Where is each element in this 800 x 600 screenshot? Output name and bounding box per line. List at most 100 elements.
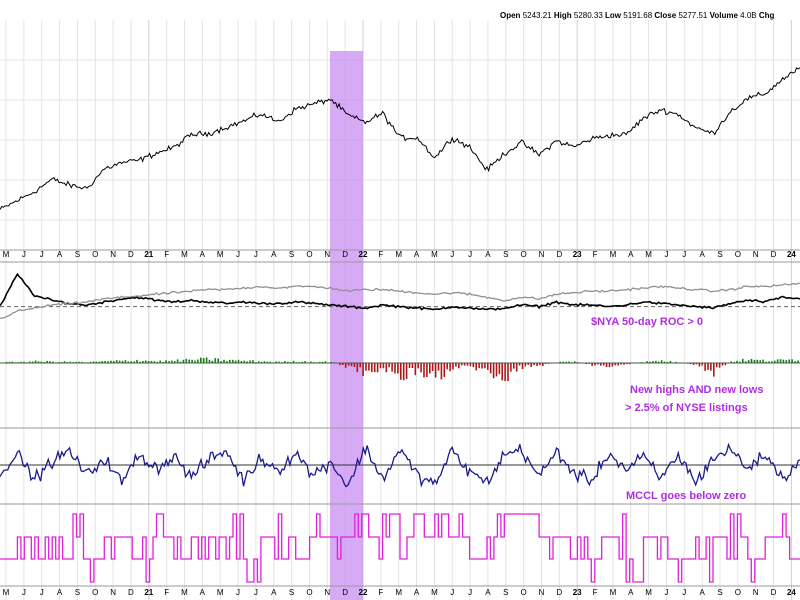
highs-lows-bar <box>333 362 335 364</box>
highs-lows-bar <box>684 363 686 364</box>
highs-lows-bar <box>5 361 8 363</box>
highs-lows-bar <box>115 360 118 363</box>
x-tick-label: N <box>753 250 759 259</box>
highs-lows-bar <box>0 362 2 364</box>
x-tick-label: A <box>57 588 63 597</box>
low-label: Low <box>605 11 622 20</box>
x-tick-label: J <box>254 250 258 259</box>
highs-lows-bar <box>182 359 185 363</box>
x-tick-label: J <box>468 588 472 597</box>
highs-lows-bar <box>649 361 651 363</box>
highs-lows-bar <box>710 363 712 371</box>
highs-lows-bar <box>582 363 585 364</box>
highs-lows-bar <box>385 363 388 373</box>
highs-lows-bar <box>640 362 643 363</box>
annotation-mccl: MCCL goes below zero <box>626 490 746 502</box>
highs-lows-bar <box>185 358 188 363</box>
highs-lows-bar <box>782 359 785 363</box>
highs-lows-bar <box>289 362 292 363</box>
highs-lows-bar <box>72 362 75 363</box>
highs-lows-bar <box>165 360 167 363</box>
highs-lows-bar <box>681 363 683 364</box>
x-tick-label: F <box>593 588 598 597</box>
highs-lows-bar <box>107 361 109 363</box>
x-tick-label: F <box>378 250 383 259</box>
highs-lows-bar <box>507 363 509 382</box>
highs-lows-bar <box>156 361 159 363</box>
mccl-series-line <box>0 442 800 488</box>
highs-lows-bar <box>252 360 254 363</box>
highs-lows-bar <box>524 363 527 367</box>
highs-lows-bar <box>629 363 631 365</box>
highs-lows-bar <box>168 361 170 363</box>
highs-lows-bar <box>52 361 54 363</box>
highs-lows-bar <box>744 361 747 363</box>
x-tick-label: N <box>110 588 116 597</box>
highs-lows-bar <box>431 363 434 371</box>
highs-lows-bar <box>240 361 243 363</box>
highs-lows-bar <box>310 361 312 363</box>
highs-lows-bar <box>594 363 596 366</box>
x-tick-label: O <box>92 588 98 597</box>
highs-lows-bar <box>200 357 202 363</box>
highs-lows-bar <box>214 358 217 363</box>
x-tick-label: A <box>200 588 206 597</box>
highs-lows-bar <box>344 363 347 368</box>
highs-lows-bar <box>423 363 425 378</box>
x-tick-label: S <box>289 250 294 259</box>
x-tick-label: D <box>556 250 562 259</box>
x-tick-label: O <box>735 588 741 597</box>
x-tick-label: M <box>645 588 652 597</box>
highs-lows-bar <box>527 363 530 365</box>
highs-lows-bar <box>556 362 559 364</box>
highs-lows-bar <box>756 359 759 363</box>
x-tick-label: J <box>236 250 240 259</box>
highs-lows-bar <box>318 361 321 363</box>
highs-lows-bar <box>608 363 611 368</box>
highs-lows-bar <box>40 361 43 363</box>
highs-lows-bar <box>571 362 573 363</box>
highs-lows-bar <box>420 363 422 373</box>
highs-lows-bar <box>446 363 448 370</box>
highs-lows-bar <box>437 363 440 371</box>
highs-lows-bar <box>49 361 51 363</box>
highs-lows-bar <box>394 363 396 374</box>
panel-dividers <box>0 249 800 587</box>
x-tick-label: M <box>181 588 188 597</box>
highs-lows-bar <box>81 361 83 363</box>
mccl-panel <box>0 442 800 488</box>
highs-lows-bar <box>263 361 266 363</box>
x-tick-label: D <box>342 588 348 597</box>
highs-lows-bar <box>272 362 275 363</box>
x-tick-label: O <box>735 250 741 259</box>
price-panel <box>0 67 800 210</box>
highs-lows-bar <box>191 359 193 363</box>
highs-lows-bar <box>759 360 761 363</box>
highs-lows-bar <box>136 359 138 363</box>
highs-lows-bar <box>562 361 564 363</box>
x-tick-label: M <box>217 250 224 259</box>
price-header: Open 5243.21 High 5280.33 Low 5191.68 Cl… <box>500 11 775 20</box>
x-tick-label: J <box>664 250 668 259</box>
highs-lows-bar <box>443 363 446 377</box>
highs-lows-bar <box>472 363 475 368</box>
highs-lows-bar <box>58 362 60 363</box>
highs-lows-bar <box>353 363 356 367</box>
highs-lows-bar <box>159 360 161 363</box>
annotation-highs-lows-line2: > 2.5% of NYSE listings <box>625 402 748 414</box>
highs-lows-bar <box>530 363 532 367</box>
x-tick-label: N <box>539 588 545 597</box>
highs-lows-bar <box>176 359 179 363</box>
highs-lows-bar <box>692 363 695 365</box>
highs-lows-bar <box>110 360 112 363</box>
highs-lows-bar <box>66 362 69 363</box>
x-tick-label: O <box>92 250 98 259</box>
x-tick-label: M <box>217 588 224 597</box>
highs-lows-bar <box>324 361 327 363</box>
highs-lows-bar <box>533 363 535 365</box>
x-tick-label: F <box>164 588 169 597</box>
highs-lows-bar <box>669 361 672 363</box>
x-tick-label: J <box>40 588 44 597</box>
highs-lows-bar <box>724 363 727 366</box>
highs-lows-bar <box>208 359 211 363</box>
